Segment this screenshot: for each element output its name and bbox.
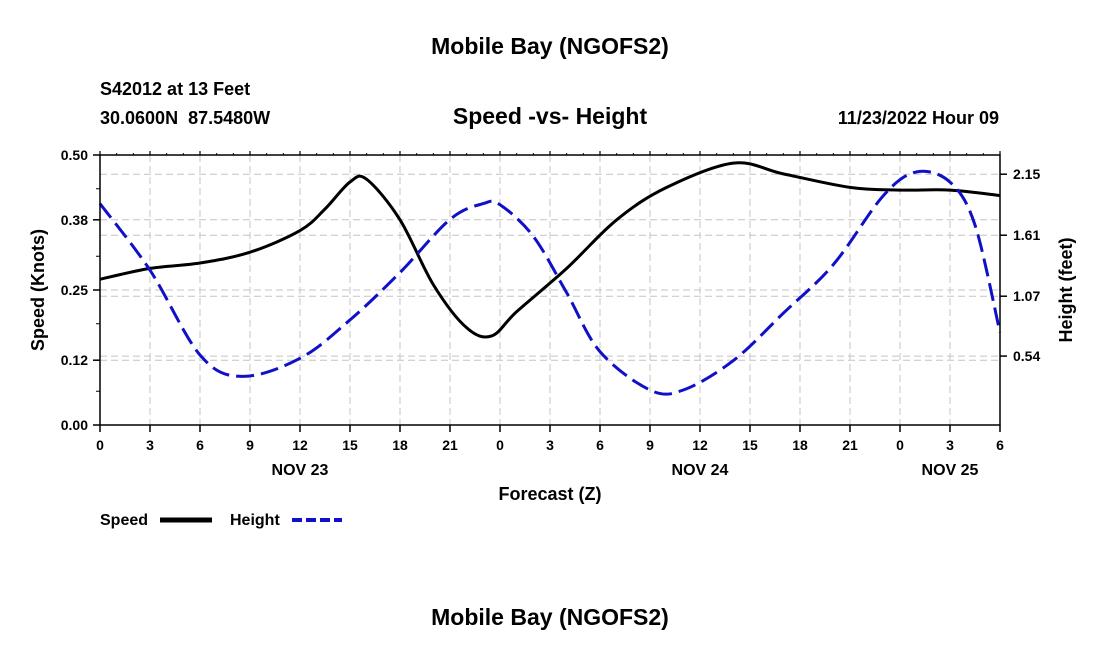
x-tick-label: 15: [742, 437, 758, 453]
x-tick-label: 21: [842, 437, 858, 453]
x-tick-label: 9: [246, 437, 254, 453]
x-tick-label: 9: [646, 437, 654, 453]
coordinates-label: 30.0600N 87.5480W: [100, 108, 270, 128]
y-axis-left-label: Speed (Knots): [28, 229, 48, 351]
y-right-tick-label: 1.07: [1013, 288, 1040, 304]
x-tick-label: 3: [946, 437, 954, 453]
x-tick-label: 0: [896, 437, 904, 453]
date-label: NOV 25: [922, 462, 979, 479]
y-right-tick-label: 2.15: [1013, 166, 1040, 182]
legend: Speed Height: [100, 512, 342, 529]
x-tick-label: 15: [342, 437, 358, 453]
x-tick-label: 3: [146, 437, 154, 453]
axes: 0 3 6 9 12 15 18 21 0 3 6 9 12 15 18 21 0 3 6 NOV 23 NOV 24 N…: [61, 147, 1041, 479]
y-right-tick-label: 1.61: [1013, 227, 1040, 243]
x-tick-label: 3: [546, 437, 554, 453]
legend-speed-label: Speed: [100, 512, 148, 529]
grid: [100, 155, 1000, 425]
x-tick-label: 6: [596, 437, 604, 453]
y-left-tick-label: 0.25: [61, 282, 88, 298]
x-axis-label: Forecast (Z): [498, 484, 601, 504]
series-layer: [98, 161, 1002, 396]
series-line-height: [98, 169, 1002, 396]
y-axis-right-label: Height (feet): [1056, 238, 1076, 343]
y-left-tick-label: 0.50: [61, 147, 88, 163]
x-tick-label: 0: [96, 437, 104, 453]
x-tick-label: 6: [996, 437, 1004, 453]
x-tick-label: 18: [392, 437, 408, 453]
x-tick-label: 12: [692, 437, 708, 453]
legend-height-label: Height: [230, 512, 280, 529]
station-label: S42012 at 13 Feet: [100, 79, 250, 99]
y-right-tick-label: 0.54: [1013, 348, 1040, 364]
footer-title: Mobile Bay (NGOFS2): [431, 604, 669, 630]
chart-subtitle: Speed -vs- Height: [453, 103, 648, 129]
timestamp-label: 11/23/2022 Hour 09: [838, 108, 999, 128]
x-tick-label: 12: [292, 437, 308, 453]
y-left-tick-label: 0.00: [61, 417, 88, 433]
date-label: NOV 24: [672, 462, 729, 479]
y-left-tick-label: 0.38: [61, 212, 88, 228]
x-tick-label: 0: [496, 437, 504, 453]
x-tick-label: 21: [442, 437, 458, 453]
date-label: NOV 23: [272, 462, 329, 479]
chart-title: Mobile Bay (NGOFS2): [431, 33, 669, 59]
series-line-speed: [99, 161, 1001, 339]
x-tick-label: 6: [196, 437, 204, 453]
y-left-tick-label: 0.12: [61, 352, 88, 368]
x-tick-label: 18: [792, 437, 808, 453]
